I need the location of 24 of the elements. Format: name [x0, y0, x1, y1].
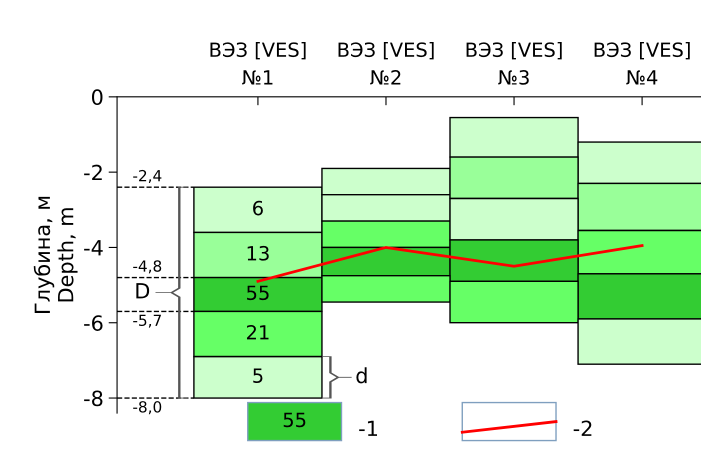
x-tick-label: ВЭЗ [VES] №4 — [594, 42, 690, 84]
y-tick-label: -2 — [84, 164, 102, 180]
y-tick-label: -6 — [84, 315, 103, 331]
y-tick-label: 0 — [92, 89, 102, 106]
annotation: D — [136, 283, 150, 298]
x-tick-label: ВЭЗ [VES] №2 — [338, 42, 434, 84]
y-tick-label: -8 — [84, 390, 102, 406]
ref-line-label: -4,8 — [133, 260, 162, 274]
annotation: 5 — [253, 368, 262, 383]
ref-line-label: -5,7 — [133, 314, 161, 328]
annotation: 21 — [246, 324, 269, 340]
legend-label: -1 — [359, 420, 378, 436]
annotation: 55 — [247, 286, 269, 300]
x-tick-label: ВЭЗ [VES] №3 — [466, 42, 562, 85]
x-tick-label: ВЭЗ [VES] №1 — [210, 42, 306, 84]
ref-line-label: -8,0 — [133, 401, 162, 414]
annotation: 6 — [253, 200, 263, 216]
annotation: d — [356, 367, 367, 384]
y-axis-title: Глубина, м Depth, m — [34, 196, 78, 313]
legend-label: -2 — [574, 420, 592, 436]
ref-line-label: -2,4 — [133, 170, 162, 184]
annotation: 13 — [248, 246, 269, 261]
y-tick-label: -4 — [84, 240, 103, 256]
annotation: 55 — [284, 412, 306, 428]
